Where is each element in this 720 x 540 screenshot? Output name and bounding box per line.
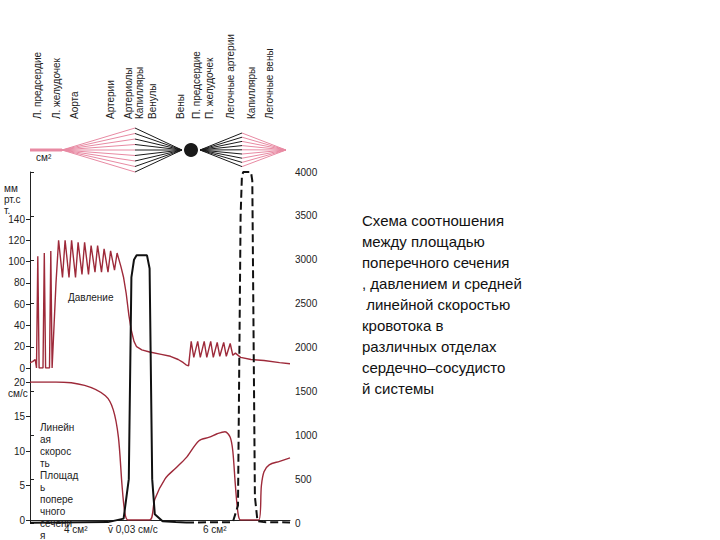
svg-text:Капилляры: Капилляры <box>134 67 145 119</box>
svg-text:Артерии: Артерии <box>105 80 116 119</box>
svg-text:попере: попере <box>40 494 74 505</box>
svg-text:рт.с: рт.с <box>4 194 21 205</box>
svg-text:чного: чного <box>40 506 68 517</box>
svg-text:100: 100 <box>8 256 25 267</box>
svg-text:6 см²: 6 см² <box>203 524 227 535</box>
svg-text:Легочные артерии: Легочные артерии <box>225 34 236 119</box>
svg-text:см/с: см/с <box>8 388 28 399</box>
svg-text:П. предсердие: П. предсердие <box>191 51 202 119</box>
svg-text:ть: ть <box>40 458 50 469</box>
svg-text:поперечного сечения: поперечного сечения <box>362 254 510 271</box>
svg-text:П. желудочек: П. желудочек <box>204 57 215 119</box>
svg-text:Капилляры: Капилляры <box>246 67 257 119</box>
svg-text:я: я <box>40 530 45 540</box>
svg-text:0: 0 <box>295 518 301 529</box>
svg-text:, давлением и средней: , давлением и средней <box>362 275 522 292</box>
svg-text:Легочные вены: Легочные вены <box>264 48 275 119</box>
svg-text:80: 80 <box>14 277 26 288</box>
svg-text:мм: мм <box>4 183 21 194</box>
svg-text:v̄ 0,03 см/с: v̄ 0,03 см/с <box>108 524 158 535</box>
svg-text:Площад: Площад <box>40 470 78 481</box>
svg-text:скорос: скорос <box>40 446 71 457</box>
svg-text:4 см²: 4 см² <box>64 524 88 535</box>
svg-text:Аорта: Аорта <box>69 91 80 119</box>
svg-text:60: 60 <box>14 299 26 310</box>
svg-text:линейной скоростью: линейной скоростью <box>362 296 514 313</box>
svg-text:ь: ь <box>40 482 48 493</box>
svg-text:20: 20 <box>14 341 26 352</box>
svg-text:Л. предсердие: Л. предсердие <box>32 51 43 119</box>
svg-text:4000: 4000 <box>295 167 318 178</box>
svg-text:2500: 2500 <box>295 298 318 309</box>
svg-text:10: 10 <box>14 446 26 457</box>
svg-text:3500: 3500 <box>295 210 318 221</box>
svg-text:1500: 1500 <box>295 386 318 397</box>
svg-text:сердечно–сосудисто: сердечно–сосудисто <box>362 359 505 376</box>
svg-text:Артериолы: Артериолы <box>123 67 134 119</box>
svg-text:й системы: й системы <box>362 380 434 397</box>
svg-text:20: 20 <box>14 377 26 388</box>
svg-text:т.: т. <box>4 205 11 216</box>
svg-text:см²: см² <box>36 152 52 163</box>
svg-text:1000: 1000 <box>295 430 318 441</box>
svg-text:5: 5 <box>19 480 25 491</box>
svg-text:15: 15 <box>14 411 26 422</box>
svg-text:Вены: Вены <box>175 94 186 119</box>
svg-text:кровотока в: кровотока в <box>362 317 448 334</box>
svg-text:140: 140 <box>8 214 25 225</box>
svg-text:Схема соотношения: Схема соотношения <box>362 212 508 229</box>
svg-text:2000: 2000 <box>295 342 318 353</box>
svg-text:Венулы: Венулы <box>147 83 158 119</box>
svg-text:между площадью: между площадью <box>362 233 489 250</box>
svg-text:Линейн: Линейн <box>40 422 74 433</box>
svg-text:0: 0 <box>19 363 25 374</box>
svg-text:3000: 3000 <box>295 254 318 265</box>
svg-text:Л. желудочек: Л. желудочек <box>51 58 62 119</box>
svg-text:0: 0 <box>19 515 25 526</box>
svg-text:ая: ая <box>40 434 54 445</box>
svg-text:различных отделах: различных отделах <box>362 338 501 355</box>
svg-text:500: 500 <box>295 474 312 485</box>
svg-text:Давление: Давление <box>68 292 114 303</box>
svg-text:120: 120 <box>8 235 25 246</box>
svg-text:40: 40 <box>14 320 26 331</box>
